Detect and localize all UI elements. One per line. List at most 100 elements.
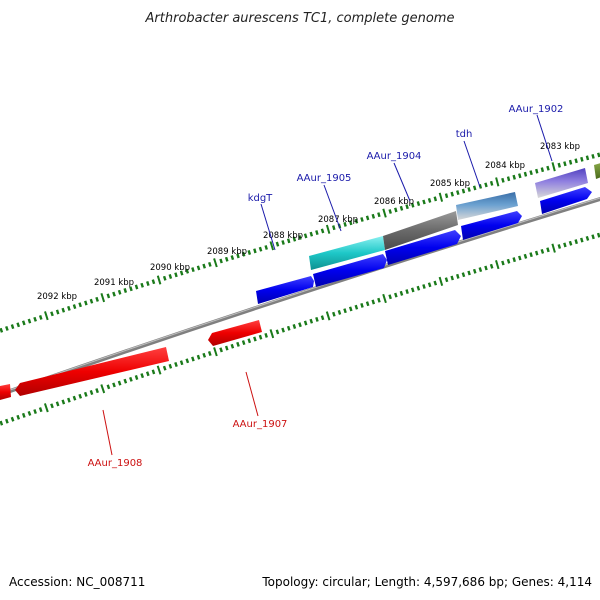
outer-minor-tick xyxy=(597,152,600,158)
outer-minor-tick xyxy=(61,307,66,313)
inner-major-tick xyxy=(43,403,49,413)
gene-arrow-aaur-1902[interactable] xyxy=(540,187,592,214)
feature-aaur-1904-cog[interactable] xyxy=(383,211,458,250)
inner-major-tick xyxy=(213,347,218,357)
gene-label-aaur-1902[interactable]: AAur_1902 xyxy=(509,104,564,115)
gene-label-aaur-1904[interactable]: AAur_1904 xyxy=(367,151,422,162)
inner-minor-tick xyxy=(568,240,573,246)
genome-summary-text: Topology: circular; Length: 4,597,686 bp… xyxy=(261,575,592,589)
outer-minor-tick xyxy=(219,258,223,264)
gene-arrow-aaur-1905[interactable] xyxy=(313,254,387,287)
inner-minor-tick xyxy=(416,285,421,291)
inner-minor-tick xyxy=(230,343,235,349)
gene-arrow-aaur-1904[interactable] xyxy=(385,230,461,265)
inner-minor-tick xyxy=(168,363,173,369)
outer-minor-tick xyxy=(224,256,229,262)
inner-minor-tick xyxy=(596,232,600,238)
gene-arrow-offscreen-left[interactable] xyxy=(0,384,11,400)
gene-label-kdgt[interactable]: kdgT xyxy=(248,193,273,204)
feature-tdh-cog[interactable] xyxy=(456,192,518,220)
inner-minor-tick xyxy=(478,267,483,273)
inner-minor-tick xyxy=(427,282,432,288)
outer-minor-tick xyxy=(230,255,235,261)
outer-minor-tick xyxy=(365,215,370,221)
outer-minor-tick xyxy=(191,267,195,273)
inner-minor-tick xyxy=(332,311,336,317)
outer-minor-tick xyxy=(467,187,471,192)
leader-aaur-1905 xyxy=(323,184,342,232)
inner-minor-tick xyxy=(320,315,325,321)
inner-minor-tick xyxy=(286,325,291,331)
outer-minor-tick xyxy=(27,318,32,324)
gene-label-leaders xyxy=(102,114,553,456)
outer-minor-tick xyxy=(433,196,438,202)
outer-minor-tick xyxy=(275,241,280,247)
inner-minor-tick xyxy=(450,275,454,281)
outer-minor-tick xyxy=(394,207,398,213)
outer-minor-tick xyxy=(371,213,376,219)
outer-minor-tick xyxy=(146,281,150,286)
outer-minor-tick xyxy=(258,246,263,252)
inner-minor-tick xyxy=(224,345,229,351)
inner-minor-tick xyxy=(405,289,409,295)
accession-text: Accession: NC_008711 xyxy=(9,575,145,589)
outer-minor-tick xyxy=(247,250,252,255)
gene-label-aaur-1905[interactable]: AAur_1905 xyxy=(297,173,352,184)
leader-aaur-1902 xyxy=(536,114,553,162)
inner-kbp-tick-ring xyxy=(0,232,600,426)
leader-aaur-1907 xyxy=(245,371,259,417)
outer-major-tick xyxy=(495,177,500,187)
inner-minor-tick xyxy=(354,304,359,310)
outer-minor-tick xyxy=(399,205,404,211)
outer-minor-tick xyxy=(106,293,111,299)
inner-minor-tick xyxy=(236,341,240,347)
outer-minor-tick xyxy=(95,296,99,302)
feature-aaur-1902-cog[interactable] xyxy=(535,168,588,198)
genome-backbone-highlight xyxy=(0,197,600,395)
inner-minor-tick xyxy=(10,416,15,422)
inner-minor-tick xyxy=(78,393,83,399)
inner-minor-tick xyxy=(591,234,595,240)
outer-minor-tick xyxy=(506,176,511,182)
inner-minor-tick xyxy=(67,397,71,403)
inner-minor-tick xyxy=(38,407,43,413)
outer-minor-tick xyxy=(450,191,454,197)
inner-minor-tick xyxy=(461,272,466,278)
inner-minor-tick xyxy=(585,235,590,241)
gene-arrow-aaur-1908[interactable] xyxy=(15,347,169,396)
inner-minor-tick xyxy=(422,284,426,289)
outer-minor-tick xyxy=(456,190,460,196)
outer-minor-tick xyxy=(151,279,156,285)
gene-label-aaur-1908[interactable]: AAur_1908 xyxy=(88,458,143,469)
outer-minor-tick xyxy=(360,217,364,222)
gene-label-aaur-1907[interactable]: AAur_1907 xyxy=(233,419,288,430)
gene-arrow-aaur-1907[interactable] xyxy=(208,320,262,346)
gene-label-tdh[interactable]: tdh xyxy=(456,129,473,140)
inner-minor-tick xyxy=(529,252,533,258)
outer-minor-tick xyxy=(410,202,415,208)
kbp-label: 2089 kbp xyxy=(207,247,247,257)
kbp-label: 2083 kbp xyxy=(540,142,580,152)
inner-minor-tick xyxy=(264,332,268,338)
feature-aaur-1905-cog[interactable] xyxy=(309,236,385,270)
inner-minor-tick xyxy=(0,420,4,426)
inner-minor-tick xyxy=(557,244,562,249)
outer-minor-tick xyxy=(416,201,421,207)
outer-minor-tick xyxy=(535,168,539,174)
outer-minor-tick xyxy=(309,231,314,237)
outer-minor-tick xyxy=(112,291,116,297)
inner-minor-tick xyxy=(123,378,128,384)
outer-minor-tick xyxy=(162,275,167,281)
inner-minor-tick xyxy=(348,306,353,312)
gene-arrow-tdh[interactable] xyxy=(461,211,522,240)
outer-major-tick xyxy=(156,275,162,285)
outer-minor-tick xyxy=(540,167,545,173)
inner-minor-tick xyxy=(337,309,342,315)
feature-olive-cog[interactable] xyxy=(594,162,600,179)
kbp-tick-labels: 2092 kbp 2091 kbp 2090 kbp 2089 kbp 2088 kbp… xyxy=(37,142,580,302)
outer-minor-tick xyxy=(21,320,26,326)
inner-minor-tick xyxy=(151,369,156,375)
inner-minor-tick xyxy=(16,414,21,420)
outer-minor-tick xyxy=(512,174,516,180)
gene-arrow-kdgt[interactable] xyxy=(256,276,314,304)
